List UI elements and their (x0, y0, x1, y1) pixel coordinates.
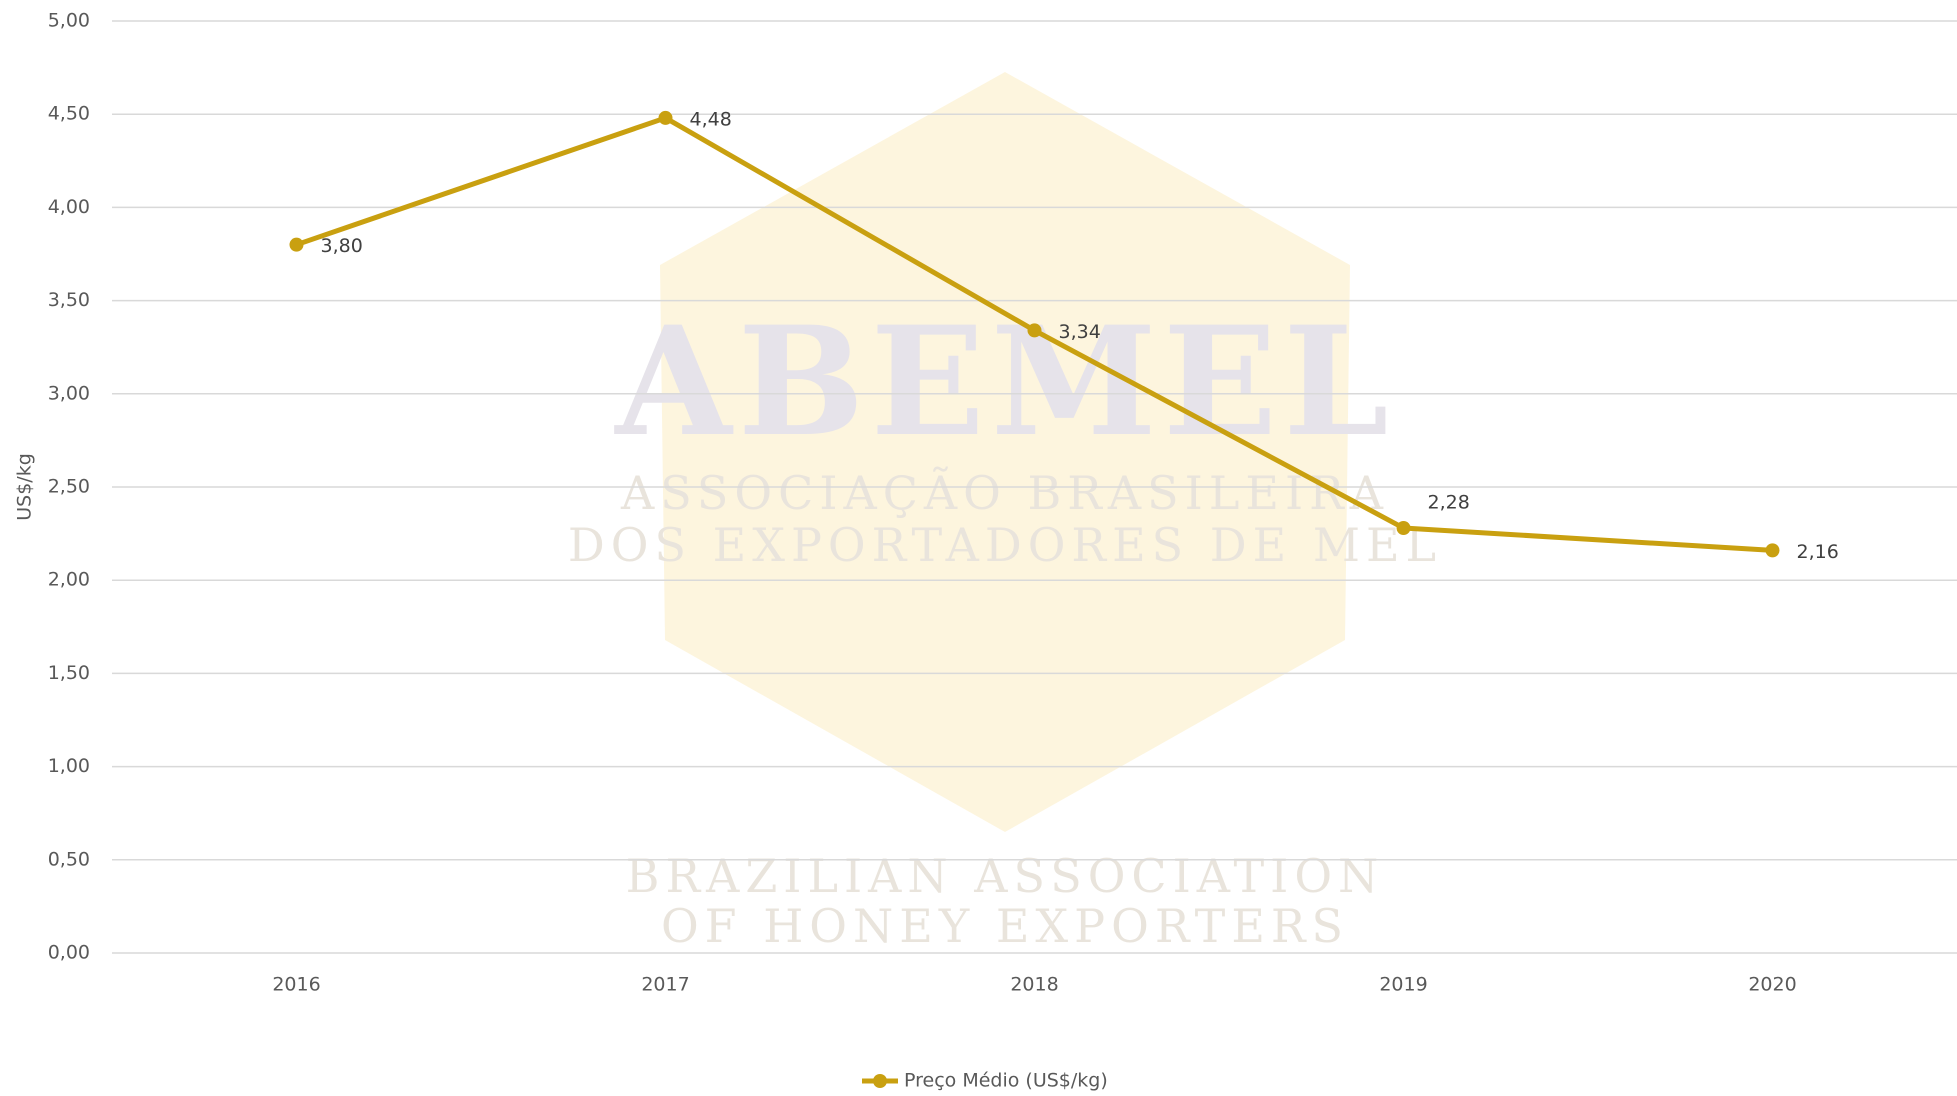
y-tick-label: 0,50 (48, 848, 90, 870)
data-point (1396, 521, 1411, 536)
y-tick-label: 3,50 (48, 289, 90, 311)
y-tick-label: 1,00 (48, 755, 90, 777)
x-tick-label: 2019 (1379, 974, 1427, 996)
y-tick-label: 3,00 (48, 382, 90, 404)
y-tick-label: 0,00 (48, 942, 90, 964)
y-tick-label: 4,50 (48, 103, 90, 125)
x-tick-label: 2016 (272, 974, 320, 996)
data-point (289, 237, 304, 252)
y-tick-label: 1,50 (48, 662, 90, 684)
y-tick-label: 5,00 (48, 10, 90, 32)
data-point (658, 110, 673, 125)
watermark-text: OF HONEY EXPORTERS (661, 899, 1349, 953)
watermark-text: ABEMEL (613, 294, 1394, 470)
watermark-text: BRAZILIAN ASSOCIATION (626, 849, 1385, 903)
watermark-hexagon (660, 72, 1350, 832)
data-label: 2,28 (1428, 492, 1470, 514)
y-tick-label: 2,00 (48, 569, 90, 591)
y-axis-label: US$/kg (14, 453, 36, 521)
x-tick-label: 2017 (641, 974, 689, 996)
data-point (1765, 543, 1780, 558)
x-tick-label: 2018 (1010, 974, 1058, 996)
data-label: 2,16 (1797, 541, 1839, 563)
data-label: 4,48 (690, 108, 732, 130)
data-label: 3,34 (1059, 321, 1101, 343)
data-label: 3,80 (321, 235, 363, 257)
legend-label: Preço Médio (US$/kg) (904, 1070, 1108, 1092)
watermark-text: DOS EXPORTADORES DE MEL (568, 518, 1442, 572)
data-point (1027, 323, 1042, 338)
x-tick-label: 2020 (1748, 974, 1796, 996)
y-tick-label: 4,00 (48, 196, 90, 218)
legend-swatch (873, 1074, 887, 1088)
watermark-text: ASSOCIAÇÃO BRASILEIRA (620, 466, 1389, 520)
y-tick-label: 2,50 (48, 476, 90, 498)
